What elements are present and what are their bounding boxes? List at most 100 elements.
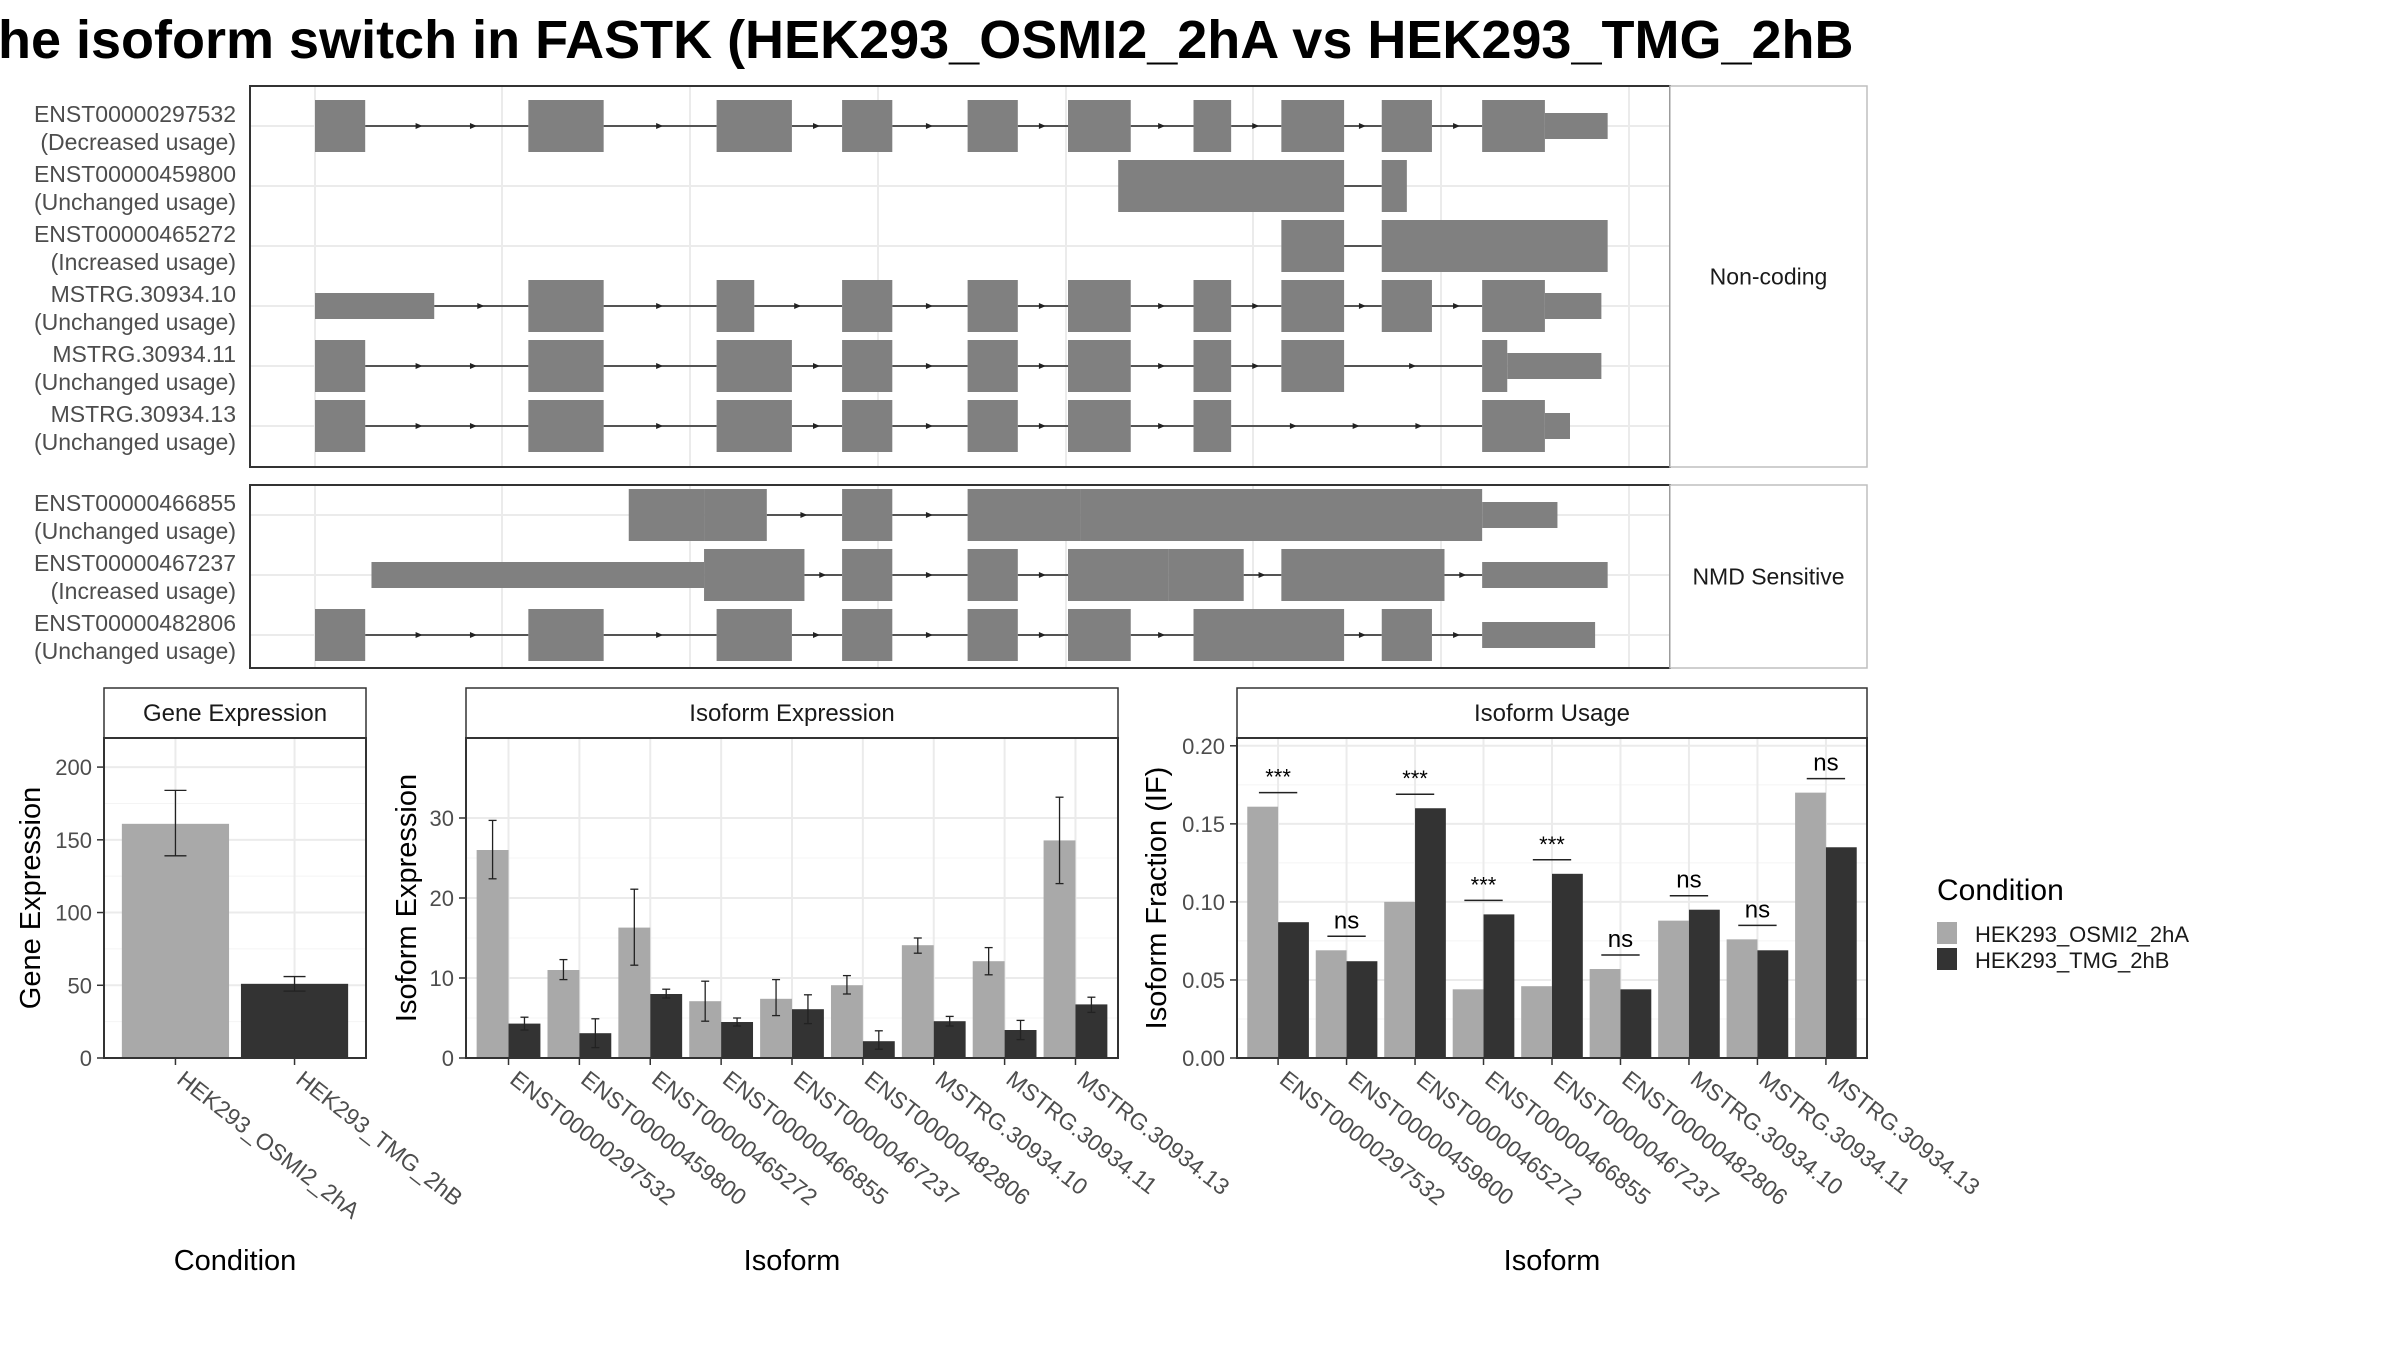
- exon-block: [1193, 340, 1232, 392]
- transcript-usage-label: (Increased usage): [51, 578, 236, 604]
- exon-block: [1068, 549, 1169, 601]
- y-tick-label: 0.15: [1182, 812, 1225, 837]
- intron-direction-arrow: [1252, 303, 1260, 309]
- exon-block: [704, 549, 805, 601]
- exon-block: [967, 549, 1018, 601]
- exon-block: [371, 562, 705, 588]
- exon-block: [842, 340, 893, 392]
- intron-direction-arrow: [800, 512, 808, 518]
- transcript-usage-label: (Decreased usage): [40, 129, 236, 155]
- y-axis-title: Isoform Fraction (IF): [1141, 767, 1173, 1030]
- bar-HEK293_TMG_2hB: [721, 1022, 754, 1058]
- bar-HEK293_OSMI2_2hA: [1315, 950, 1347, 1058]
- transcript-track: [315, 100, 1608, 152]
- y-tick-label: 30: [430, 806, 454, 831]
- exon-block: [528, 100, 604, 152]
- intron-direction-arrow: [925, 303, 933, 309]
- transcript-id-label: MSTRG.30934.11: [52, 341, 236, 367]
- transcript-track: [1118, 160, 1407, 212]
- exon-block: [1381, 280, 1432, 332]
- exon-block: [1544, 413, 1570, 439]
- bar-HEK293_TMG_2hB: [1278, 922, 1309, 1058]
- significance-label: ***: [1265, 765, 1291, 790]
- exon-block: [1068, 340, 1131, 392]
- exon-block: [1482, 100, 1545, 152]
- y-tick-label: 0.05: [1182, 968, 1225, 993]
- intron-direction-arrow: [1352, 423, 1360, 429]
- exon-block: [1507, 353, 1602, 379]
- bar-HEK293_TMG_2hB: [1825, 847, 1857, 1058]
- intron-direction-arrow: [925, 363, 933, 369]
- structure-panel-label: Non-coding: [1710, 264, 1828, 290]
- bar-HEK293_OSMI2_2hA: [1726, 939, 1758, 1058]
- intron-direction-arrow: [656, 423, 664, 429]
- exon-block: [1193, 100, 1232, 152]
- structure-plot-area: [250, 86, 1670, 467]
- chart-panel-0: Gene Expression050100150200HEK293_OSMI2_…: [15, 687, 468, 1277]
- exon-block: [1381, 609, 1432, 661]
- intron-direction-arrow: [1453, 123, 1461, 129]
- exon-block: [716, 400, 792, 452]
- exon-block: [842, 400, 893, 452]
- exon-block: [842, 609, 893, 661]
- transcript-id-label: ENST00000459800: [34, 161, 236, 187]
- x-axis-title: Isoform: [744, 1245, 841, 1277]
- intron-direction-arrow: [925, 572, 933, 578]
- exon-block: [1381, 100, 1432, 152]
- x-axis-title: Isoform: [1504, 1245, 1601, 1277]
- intron-direction-arrow: [813, 123, 820, 129]
- intron-direction-arrow: [813, 423, 820, 429]
- intron-direction-arrow: [925, 512, 933, 518]
- bar-HEK293_OSMI2_2hA: [1521, 986, 1552, 1058]
- transcript-id-label: ENST00000467237: [34, 550, 236, 576]
- exon-block: [1068, 609, 1131, 661]
- exon-block: [315, 400, 366, 452]
- intron-direction-arrow: [1453, 303, 1461, 309]
- intron-direction-arrow: [477, 303, 485, 309]
- transcript-id-label: ENST00000466855: [34, 490, 236, 516]
- transcript-track: [1281, 220, 1608, 272]
- exon-block: [1544, 293, 1602, 319]
- significance-label: ***: [1471, 872, 1497, 897]
- exon-block: [1068, 400, 1131, 452]
- legend-label-tmg: HEK293_TMG_2hB: [1975, 948, 2169, 973]
- exon-block: [716, 280, 755, 332]
- y-tick-label: 20: [430, 886, 454, 911]
- chart-strip-label: Isoform Expression: [689, 700, 894, 727]
- bar-HEK293_TMG_2hB: [933, 1021, 966, 1058]
- intron-direction-arrow: [1459, 572, 1467, 578]
- legend: Condition HEK293_OSMI2_2hA HEK293_TMG_2h…: [1937, 874, 2189, 973]
- exon-block: [1281, 549, 1445, 601]
- exon-block: [842, 100, 893, 152]
- intron-direction-arrow: [1252, 363, 1260, 369]
- transcript-track: [315, 340, 1602, 392]
- exon-block: [1168, 549, 1244, 601]
- exon-block: [1193, 400, 1232, 452]
- intron-direction-arrow: [794, 303, 802, 309]
- y-tick-label: 10: [430, 966, 454, 991]
- transcript-track: [315, 400, 1570, 452]
- transcript-id-label: ENST00000482806: [34, 610, 236, 636]
- exon-block: [1281, 100, 1345, 152]
- transcript-id-label: ENST00000465272: [34, 221, 236, 247]
- intron-direction-arrow: [1158, 363, 1166, 369]
- bar-HEK293_OSMI2_2hA: [476, 850, 509, 1058]
- intron-direction-arrow: [1038, 303, 1046, 309]
- exon-block: [842, 549, 893, 601]
- exon-block: [1281, 340, 1345, 392]
- exon-block: [967, 280, 1018, 332]
- exon-block: [842, 489, 893, 541]
- intron-direction-arrow: [1038, 123, 1046, 129]
- intron-direction-arrow: [1158, 303, 1166, 309]
- exon-block: [1482, 622, 1596, 648]
- chart-strip: [1236, 687, 1868, 739]
- legend-label-osmi: HEK293_OSMI2_2hA: [1975, 922, 2189, 947]
- legend-title: Condition: [1937, 874, 2064, 907]
- intron-direction-arrow: [1358, 123, 1366, 129]
- bar-HEK293_OSMI2_2hA: [547, 970, 580, 1058]
- intron-direction-arrow: [415, 363, 423, 369]
- transcript-usage-label: (Unchanged usage): [34, 429, 236, 455]
- exon-block: [1118, 160, 1345, 212]
- chart-strip-label: Gene Expression: [143, 700, 327, 727]
